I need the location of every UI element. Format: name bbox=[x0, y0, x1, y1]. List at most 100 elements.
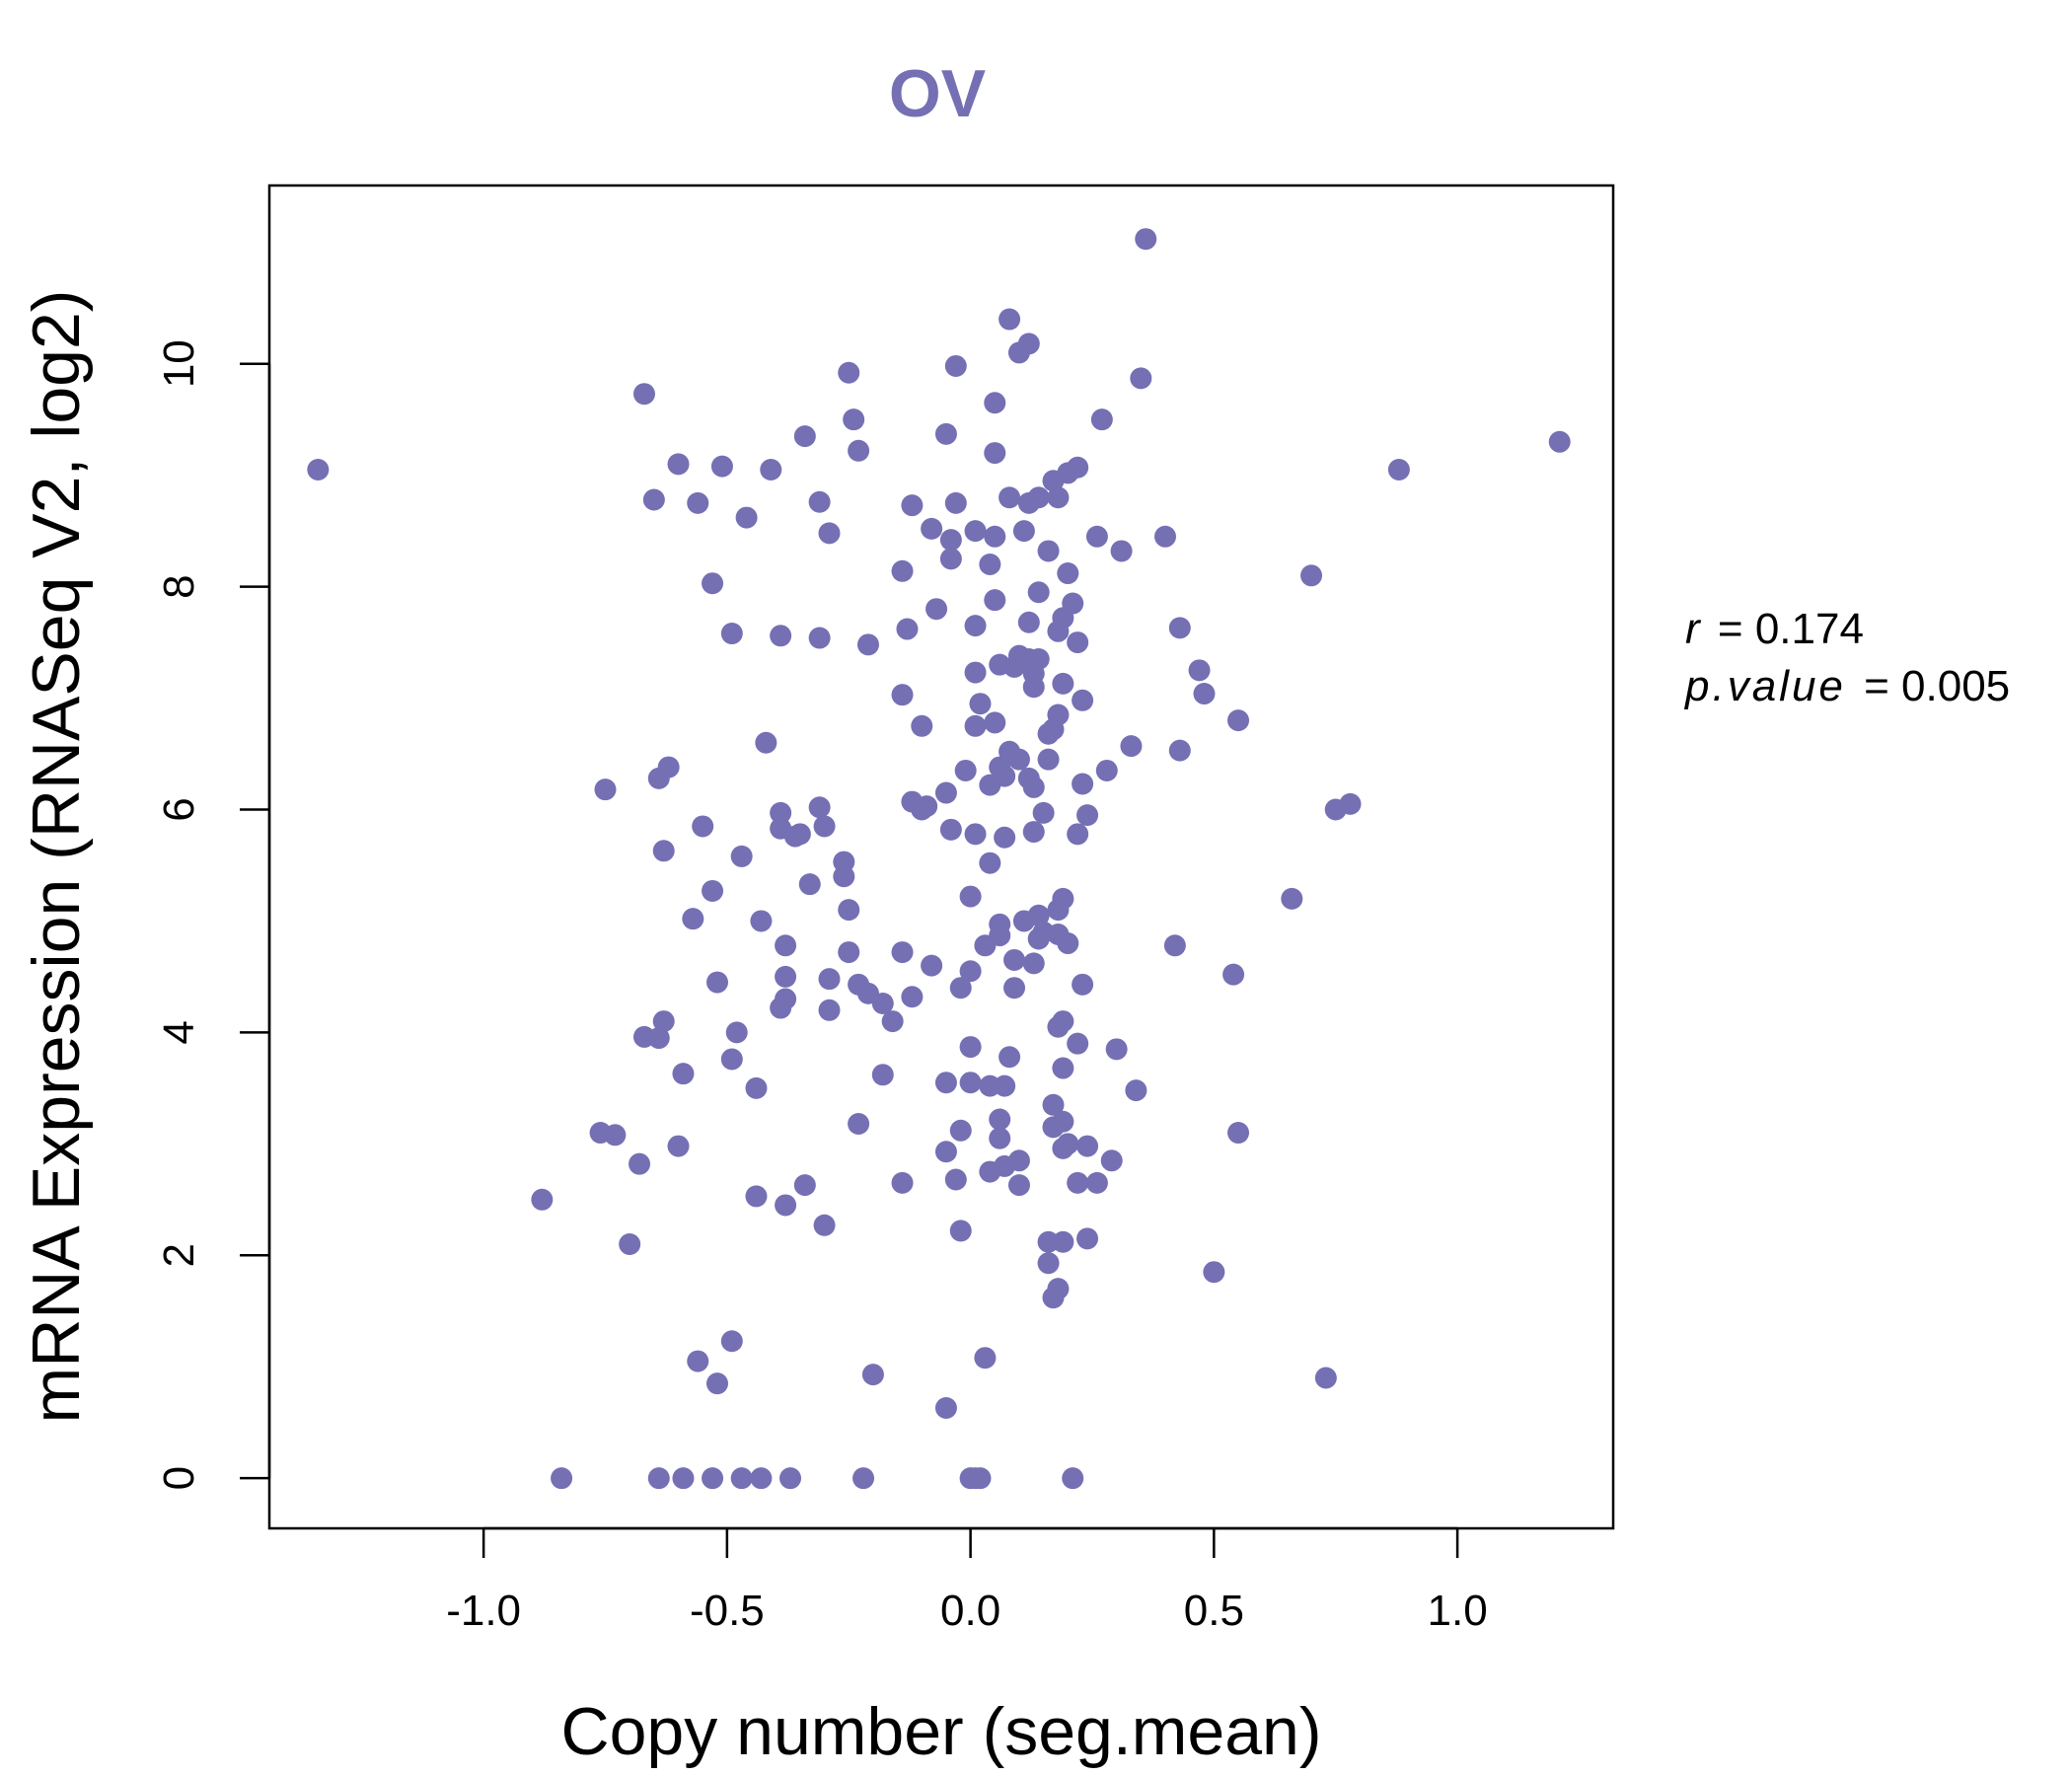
data-point bbox=[793, 1174, 816, 1197]
data-point bbox=[1052, 1230, 1074, 1253]
data-point bbox=[1076, 1135, 1099, 1157]
data-point bbox=[1324, 798, 1347, 821]
data-point bbox=[891, 1171, 914, 1194]
data-point bbox=[848, 1113, 870, 1136]
data-point bbox=[647, 767, 670, 789]
data-point bbox=[838, 899, 860, 922]
data-point bbox=[735, 506, 758, 529]
data-point bbox=[1052, 672, 1074, 695]
data-point bbox=[770, 801, 792, 824]
p-value: 0.005 bbox=[1901, 662, 2010, 710]
data-point bbox=[1193, 683, 1216, 705]
data-point bbox=[1022, 821, 1045, 844]
y-tick-label: 2 bbox=[155, 1243, 203, 1267]
data-point bbox=[979, 774, 1001, 796]
data-point bbox=[551, 1467, 573, 1490]
data-point bbox=[793, 425, 816, 448]
data-point bbox=[808, 490, 831, 513]
data-point bbox=[798, 873, 821, 896]
data-point bbox=[755, 731, 777, 754]
data-point bbox=[934, 422, 957, 445]
data-point bbox=[1222, 963, 1245, 986]
data-point bbox=[307, 459, 330, 481]
data-point bbox=[881, 1010, 904, 1033]
data-point bbox=[1007, 748, 1030, 771]
r-label: r bbox=[1685, 605, 1702, 653]
data-point bbox=[896, 618, 919, 640]
data-point bbox=[775, 965, 797, 988]
data-point bbox=[632, 383, 655, 406]
data-point bbox=[969, 1467, 992, 1490]
data-point bbox=[647, 1027, 670, 1050]
data-point bbox=[861, 1364, 884, 1386]
data-point bbox=[1067, 1171, 1089, 1194]
data-point bbox=[702, 879, 724, 902]
data-point bbox=[1188, 659, 1211, 682]
data-point bbox=[642, 488, 665, 511]
data-point bbox=[1168, 739, 1191, 762]
data-point bbox=[838, 941, 860, 964]
y-axis: 0 2 4 6 8 10 bbox=[155, 339, 271, 1490]
data-point bbox=[1003, 948, 1026, 971]
data-point bbox=[1022, 776, 1045, 798]
data-point bbox=[984, 525, 1006, 548]
data-point bbox=[720, 1330, 743, 1353]
data-point bbox=[852, 1467, 875, 1490]
data-point bbox=[1003, 977, 1026, 999]
data-point bbox=[604, 1124, 627, 1147]
data-point bbox=[848, 439, 870, 462]
data-point bbox=[934, 1141, 957, 1163]
data-point bbox=[710, 455, 733, 478]
data-point bbox=[891, 559, 914, 582]
data-point bbox=[652, 1010, 675, 1033]
data-point bbox=[999, 1046, 1021, 1069]
data-point bbox=[745, 1076, 768, 1099]
data-point bbox=[979, 554, 1001, 576]
y-tick-label: 10 bbox=[155, 339, 203, 388]
data-point bbox=[1042, 1287, 1065, 1309]
data-point bbox=[984, 711, 1006, 734]
data-point bbox=[911, 798, 933, 821]
data-point bbox=[939, 529, 962, 552]
data-point bbox=[984, 392, 1006, 414]
data-point bbox=[629, 1152, 651, 1175]
data-point bbox=[775, 1194, 797, 1217]
data-point bbox=[1090, 408, 1113, 431]
data-point bbox=[959, 885, 982, 908]
data-point bbox=[979, 851, 1001, 874]
data-point bbox=[1163, 934, 1186, 957]
data-point bbox=[925, 598, 948, 621]
data-point bbox=[1003, 655, 1026, 678]
data-point bbox=[1135, 228, 1157, 251]
data-point bbox=[672, 1467, 695, 1490]
data-point bbox=[1067, 823, 1089, 846]
data-point bbox=[1047, 620, 1070, 642]
data-point bbox=[672, 1063, 695, 1085]
data-point bbox=[1052, 1057, 1074, 1079]
data-point bbox=[760, 459, 782, 481]
data-point bbox=[969, 693, 992, 715]
x-tick-label: -1.0 bbox=[446, 1587, 521, 1635]
data-point bbox=[1154, 525, 1176, 548]
data-point bbox=[1076, 1227, 1099, 1250]
data-point bbox=[730, 1467, 753, 1490]
points-layer bbox=[307, 228, 1571, 1490]
data-point bbox=[1100, 1149, 1123, 1172]
data-point bbox=[808, 627, 831, 649]
data-point bbox=[979, 1160, 1001, 1183]
data-point bbox=[1110, 540, 1133, 562]
data-point bbox=[1027, 927, 1050, 950]
data-point bbox=[838, 361, 860, 384]
data-point bbox=[949, 1119, 972, 1142]
data-point bbox=[594, 778, 617, 801]
data-point bbox=[1007, 341, 1030, 364]
data-point bbox=[1022, 952, 1045, 975]
chart-title: OV bbox=[889, 56, 986, 131]
data-point bbox=[944, 354, 967, 377]
x-tick-label: 0.0 bbox=[940, 1587, 1000, 1635]
data-point bbox=[1007, 1174, 1030, 1197]
data-point bbox=[843, 408, 865, 431]
data-point bbox=[964, 823, 987, 846]
data-point bbox=[652, 840, 675, 862]
y-tick-label: 4 bbox=[155, 1020, 203, 1044]
